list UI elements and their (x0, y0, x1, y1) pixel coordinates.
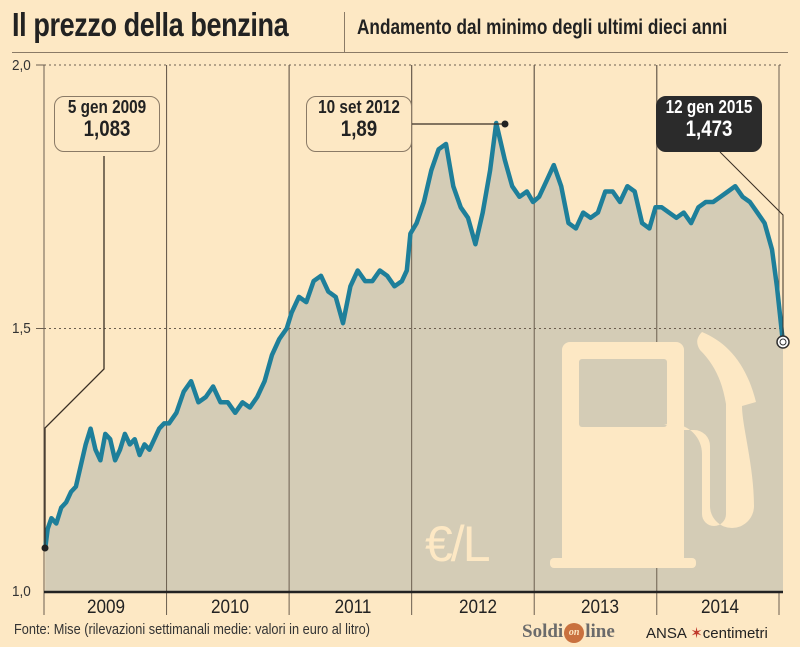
source-note: Fonte: Mise (rilevazioni settimanali med… (14, 622, 371, 638)
x-label-2011: 2011 (334, 597, 372, 618)
centimetri-text: centimetri (702, 625, 768, 642)
logo-text: Soldi (522, 621, 564, 642)
annotation-min-2009: 5 gen 2009 1,083 (54, 96, 160, 152)
chart-subtitle: Andamento dal minimo degli ultimi dieci … (357, 16, 728, 39)
chart-title: Il prezzo della benzina (12, 6, 289, 43)
y-tick-1-0: 1,0 (12, 583, 31, 600)
annotation-date: 5 gen 2009 (67, 97, 147, 117)
annotation-latest-2015: 12 gen 2015 1,473 (656, 96, 762, 152)
euro-per-litre-watermark: €/L (425, 516, 491, 572)
title-divider (12, 52, 788, 53)
x-label-2013: 2013 (580, 597, 620, 618)
annotation-value: 1,473 (685, 116, 733, 141)
ansa-centimetri-logo: ANSA ✶centimetri (646, 624, 768, 642)
fuel-pump-icon (550, 332, 756, 568)
annotation-date: 10 set 2012 (318, 97, 400, 117)
annotation-value: 1,89 (340, 116, 378, 141)
x-label-2010: 2010 (210, 597, 250, 618)
y-tick-1-5: 1,5 (12, 320, 31, 337)
ansa-text: ANSA (646, 625, 687, 642)
star-icon: ✶ (690, 625, 703, 642)
x-label-2012: 2012 (458, 597, 498, 618)
y-tick-2-0: 2,0 (12, 57, 31, 74)
title-separator (344, 12, 345, 52)
x-label-2014: 2014 (700, 597, 740, 618)
x-label-2009: 2009 (86, 597, 126, 618)
annotation-value: 1,083 (83, 116, 131, 141)
logo-badge: on (564, 622, 585, 643)
soldionline-logo: Soldi on line (522, 621, 615, 643)
annotation-date: 12 gen 2015 (665, 97, 753, 117)
logo-text: line (585, 621, 615, 642)
annotation-peak-2012: 10 set 2012 1,89 (306, 96, 412, 152)
